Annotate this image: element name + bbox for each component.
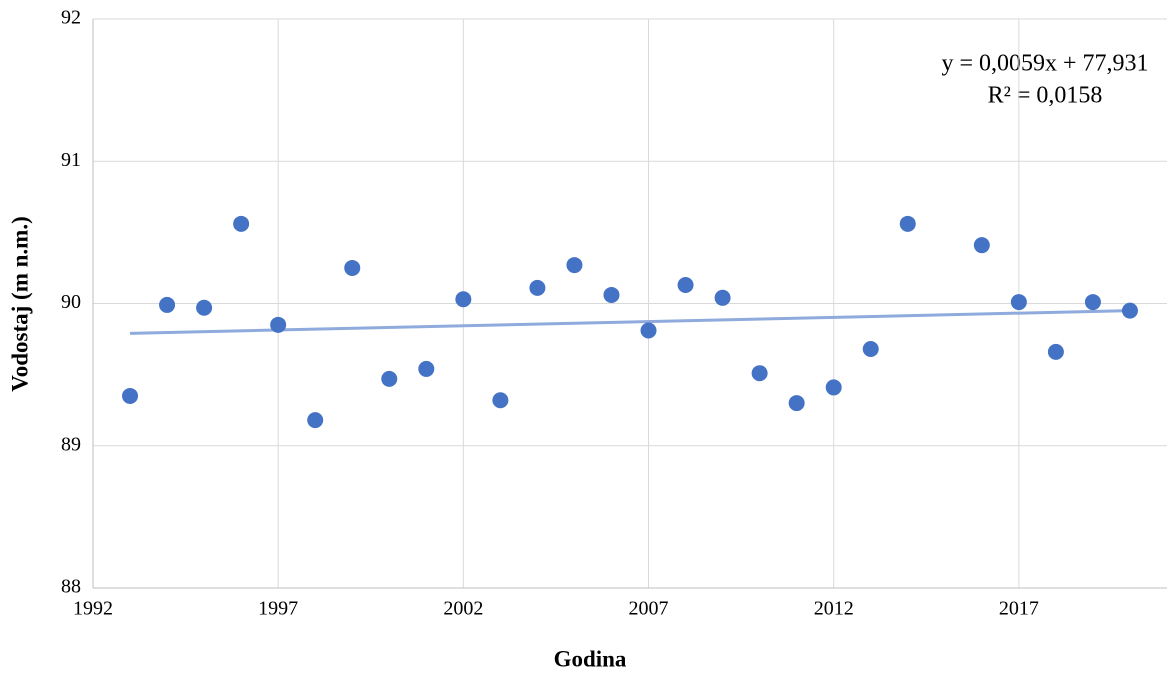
y-tick-label: 92 — [61, 7, 81, 29]
x-tick-label: 2007 — [629, 598, 669, 620]
point — [788, 395, 805, 412]
point — [344, 259, 361, 276]
point — [603, 286, 620, 303]
y-tick-label: 90 — [61, 291, 81, 313]
point — [714, 289, 731, 306]
point — [492, 392, 509, 409]
point — [307, 412, 324, 429]
point — [640, 322, 657, 339]
x-tick-label: 1992 — [73, 598, 113, 620]
point — [418, 360, 435, 377]
point — [825, 379, 842, 396]
point — [677, 277, 694, 294]
y-axis-title: Vodostaj (m n.m.) — [7, 216, 32, 392]
point — [1047, 343, 1064, 360]
point — [1121, 302, 1138, 319]
point — [1010, 294, 1027, 311]
trendline — [130, 309, 1130, 335]
point — [566, 257, 583, 274]
point — [196, 299, 213, 316]
r-squared: R² = 0,0158 — [988, 83, 1103, 109]
x-tick-label: 2002 — [443, 598, 483, 620]
point — [899, 215, 916, 232]
point — [122, 387, 139, 404]
point — [381, 370, 398, 387]
point — [862, 341, 879, 358]
point — [529, 279, 546, 296]
y-tick-label: 88 — [61, 576, 81, 598]
point — [233, 215, 250, 232]
x-tick-label: 1997 — [258, 598, 298, 620]
y-tick-label: 89 — [61, 433, 81, 455]
point — [270, 316, 287, 333]
x-tick-label: 2017 — [999, 598, 1039, 620]
point — [1084, 294, 1101, 311]
point — [751, 365, 768, 382]
point — [973, 237, 990, 254]
y-tick-label: 91 — [61, 149, 81, 171]
equation: y = 0,0059x + 77,931 — [941, 51, 1148, 77]
x-axis-title: Godina — [554, 646, 627, 671]
point — [455, 291, 472, 308]
point — [159, 296, 176, 313]
x-tick-label: 2012 — [814, 598, 854, 620]
